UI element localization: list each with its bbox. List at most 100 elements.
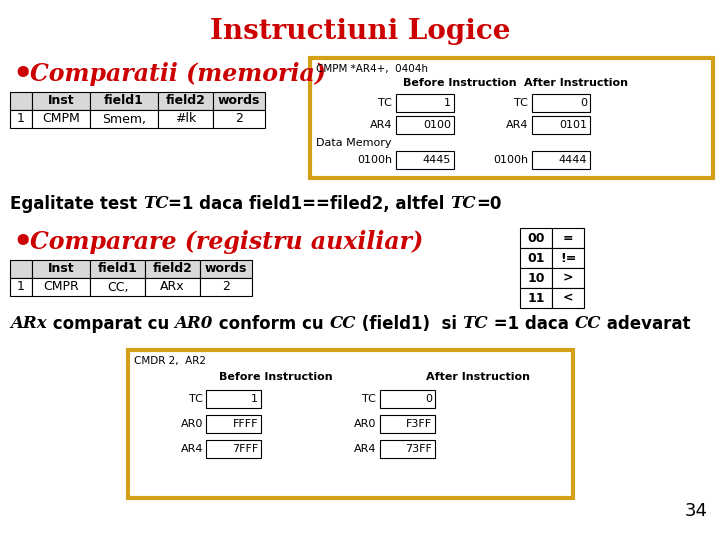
Bar — [213, 92, 265, 110]
Text: •: • — [12, 228, 32, 259]
Text: 01: 01 — [527, 252, 545, 265]
Text: •: • — [12, 60, 32, 91]
Bar — [90, 92, 158, 110]
Text: 00: 00 — [527, 232, 545, 245]
Bar — [380, 415, 435, 433]
Text: Inst: Inst — [48, 94, 74, 107]
Text: 0100h: 0100h — [493, 155, 528, 165]
Text: CC: CC — [329, 315, 356, 332]
Text: 0100h: 0100h — [357, 155, 392, 165]
Text: >: > — [563, 272, 573, 285]
Text: CC,: CC, — [107, 280, 128, 294]
Text: =1 daca: =1 daca — [488, 315, 575, 333]
Bar — [145, 260, 200, 278]
Bar — [128, 350, 573, 498]
Text: AR4: AR4 — [354, 444, 376, 454]
Bar — [396, 151, 454, 169]
Text: !=: != — [560, 252, 576, 265]
Bar — [10, 92, 32, 110]
Text: Comparatii (memoria): Comparatii (memoria) — [30, 62, 326, 86]
Text: AR4: AR4 — [369, 120, 392, 130]
Bar — [206, 440, 261, 458]
Text: Egalitate test: Egalitate test — [10, 195, 143, 213]
Text: Comparare (registru auxiliar): Comparare (registru auxiliar) — [30, 230, 423, 254]
Text: 1: 1 — [251, 394, 258, 404]
Bar — [90, 260, 145, 278]
Text: AR4: AR4 — [505, 120, 528, 130]
Text: AR0: AR0 — [354, 419, 376, 429]
Text: FFFF: FFFF — [233, 419, 258, 429]
Text: 73FF: 73FF — [405, 444, 432, 454]
Bar — [552, 248, 584, 268]
Text: words: words — [204, 262, 247, 275]
Text: 0100: 0100 — [423, 120, 451, 130]
Text: Smem,: Smem, — [102, 112, 146, 125]
Bar — [200, 278, 252, 296]
Bar — [200, 260, 252, 278]
Text: 1: 1 — [17, 112, 25, 125]
Bar — [396, 116, 454, 134]
Bar — [380, 390, 435, 408]
Text: words: words — [218, 94, 260, 107]
Text: 0: 0 — [425, 394, 432, 404]
Text: 2: 2 — [235, 112, 243, 125]
Text: conform cu: conform cu — [213, 315, 329, 333]
Bar — [32, 92, 90, 110]
Text: 1: 1 — [17, 280, 25, 294]
Text: field1: field1 — [104, 94, 144, 107]
Text: Before Instruction: Before Instruction — [219, 372, 333, 382]
Text: CMPM: CMPM — [42, 112, 80, 125]
Text: Inst: Inst — [48, 262, 74, 275]
Bar — [520, 268, 552, 288]
Bar — [552, 288, 584, 308]
Bar — [90, 278, 145, 296]
Bar — [520, 248, 552, 268]
Text: After Instruction: After Instruction — [426, 372, 530, 382]
Bar — [32, 110, 90, 128]
Text: field1: field1 — [98, 262, 138, 275]
Bar — [552, 268, 584, 288]
Bar — [10, 260, 32, 278]
Text: ARx: ARx — [10, 315, 47, 332]
Text: =0: =0 — [476, 195, 502, 213]
Bar — [206, 390, 261, 408]
Bar — [213, 110, 265, 128]
Text: TC: TC — [378, 98, 392, 108]
Bar — [396, 94, 454, 112]
Bar — [158, 92, 213, 110]
Text: TC: TC — [362, 394, 376, 404]
Text: TC: TC — [514, 98, 528, 108]
Text: field2: field2 — [153, 262, 192, 275]
Text: After Instruction: After Instruction — [524, 78, 628, 88]
Bar — [158, 110, 213, 128]
Text: AR0: AR0 — [175, 315, 213, 332]
Bar — [10, 110, 32, 128]
Text: comparat cu: comparat cu — [47, 315, 175, 333]
Text: 1: 1 — [444, 98, 451, 108]
Text: 7FFF: 7FFF — [232, 444, 258, 454]
Text: AR4: AR4 — [181, 444, 203, 454]
Bar — [310, 58, 713, 178]
Text: adevarat: adevarat — [601, 315, 691, 333]
Text: CMPM *AR4+,  0404h: CMPM *AR4+, 0404h — [316, 64, 428, 74]
Text: TC: TC — [451, 195, 476, 212]
Bar — [552, 228, 584, 248]
Text: 11: 11 — [527, 292, 545, 305]
Text: 2: 2 — [222, 280, 230, 294]
Bar — [206, 415, 261, 433]
Bar — [32, 278, 90, 296]
Bar — [380, 440, 435, 458]
Bar — [145, 278, 200, 296]
Bar — [32, 260, 90, 278]
Text: TC: TC — [143, 195, 168, 212]
Bar — [532, 116, 590, 134]
Text: 10: 10 — [527, 272, 545, 285]
Text: CMPR: CMPR — [43, 280, 79, 294]
Text: CMDR 2,  AR2: CMDR 2, AR2 — [134, 356, 206, 366]
Bar — [90, 110, 158, 128]
Text: TC: TC — [189, 394, 203, 404]
Text: (field1)  si: (field1) si — [356, 315, 463, 333]
Text: CC: CC — [575, 315, 601, 332]
Text: #lk: #lk — [175, 112, 196, 125]
Text: ARx: ARx — [160, 280, 185, 294]
